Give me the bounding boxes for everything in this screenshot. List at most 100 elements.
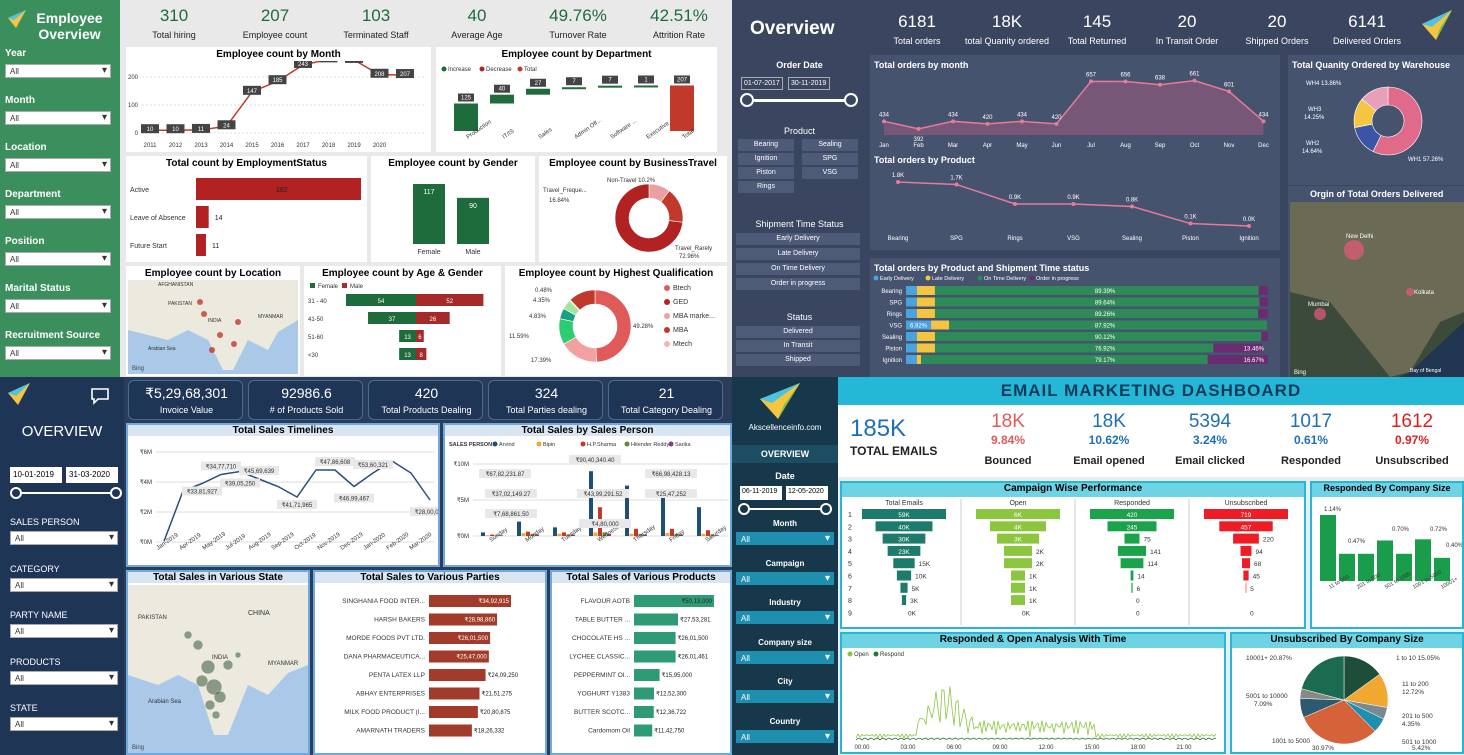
data-label: 434 [1017,112,1028,118]
date-to-input[interactable]: 30-11-2019 [788,77,830,90]
status-chip[interactable]: Delivered [736,326,860,338]
status-chip[interactable]: Shipped [736,354,860,366]
city-label: Kolkata [1414,290,1435,296]
y-tick: ₹0M [140,539,152,546]
data-label: 76.92% [1095,347,1116,353]
filter-dropdown[interactable]: All [5,205,111,219]
date-slider-handle-end[interactable] [110,487,122,499]
filter-dropdown[interactable]: All [10,717,118,731]
filter-dropdown[interactable]: All [5,252,111,266]
product-chip[interactable]: Bearing [738,139,794,151]
chart-title: Total count by EmploymentStatus [166,158,327,169]
kpi-value: 420 [414,385,439,401]
data-label-box [458,93,474,102]
filter-dropdown[interactable]: All [5,111,111,125]
data-label-box [494,84,510,93]
data-label: ₹25,47,252 [656,491,687,498]
data-label: 185 [272,78,283,84]
shipment-chip[interactable]: Late Delivery [736,248,860,260]
filter-dropdown[interactable]: All [5,346,111,360]
filter-dropdown[interactable]: All [10,624,118,638]
kpi-value: 18K [991,12,1023,31]
filter-dropdown[interactable]: All [736,729,834,743]
location-map[interactable]: AFGHANISTAN PAKISTAN INDIA MYANMAR Arabian S… [128,280,298,374]
shipment-chip[interactable]: On Time Delivery [736,263,860,275]
y-tick: MILK FOOD PRODUCT (I... [344,709,425,716]
funnel-bar [1011,570,1025,581]
product-chip[interactable]: Rings [738,181,794,193]
funnel-bar [1011,595,1025,606]
filter-dropdown[interactable]: All [736,690,834,703]
land [1290,202,1464,377]
data-label: 0.1K [1184,215,1196,221]
product-chip[interactable]: SPG [802,153,858,165]
kpi-value: 20 [1267,12,1287,31]
shipment-chip[interactable]: Early Delivery [736,233,860,245]
filter-dropdown[interactable]: All [10,670,118,685]
data-label: 0K [1022,610,1031,617]
funnel-bar [976,509,1060,519]
date-slider-track[interactable] [746,99,854,102]
data-label: 114 [1147,561,1158,568]
bar-segment [1259,297,1268,307]
date-slider-handle-start[interactable] [738,503,750,515]
data-label: 125 [461,96,472,102]
date-slider-track[interactable] [744,508,828,510]
bar [494,535,499,536]
data-label: 263 [323,61,334,62]
product-chip[interactable]: VSG [802,167,858,179]
filter-dropdown[interactable]: All [10,531,118,545]
origin-map[interactable]: New Delhi Mumbai Kolkata Bay of Bengal Bing [1290,202,1464,377]
y-tick: Rings [887,312,902,318]
funnel-bar [896,570,912,581]
column-header: Total Emails [885,500,923,507]
date-to-input[interactable]: 31-03-2020 [66,467,118,483]
date-from-input[interactable]: 06-11-2019 [740,486,782,500]
data-label: 1.8K [892,173,904,179]
filter-dropdown[interactable]: All [736,611,834,624]
date-to-input[interactable]: 12-05-2020 [786,486,828,500]
line-series [883,79,1264,130]
legend-marker [925,275,931,281]
filter-dropdown[interactable]: All [5,299,111,313]
data-label: 638 [1155,76,1166,82]
date-slider-handle-start[interactable] [10,487,22,499]
legend-marker [664,285,670,291]
filter-label: STATE [10,703,38,713]
data-label: ₹21,51,275 [482,691,513,698]
slice-label: 4.35% [1402,721,1421,728]
filter-dropdown[interactable]: All [5,158,111,172]
product-chip[interactable]: Sealing [802,139,858,151]
place-label: PAKISTAN [138,615,167,621]
product-chip[interactable]: Piston [738,167,794,179]
bar [670,528,674,536]
product-chip[interactable]: Ignition [738,153,794,165]
data-label: 13.46% [1244,347,1265,353]
date-slider-track[interactable] [16,492,118,494]
shipment-chip[interactable]: Order in progress [736,278,860,290]
legend-marker [977,275,983,281]
data-label: ₹20,80,875 [480,709,511,716]
data-label-box [485,509,537,518]
filter-dropdown[interactable]: All [5,64,111,78]
date-slider-handle-end[interactable] [820,503,832,515]
filter-dropdown[interactable]: All [736,571,834,585]
date-from-input[interactable]: 01-07-2017 [741,77,783,90]
filter-dropdown[interactable]: All [736,532,834,545]
status-chip[interactable]: In Transit [736,340,860,352]
date-slider-handle-end[interactable] [844,93,858,107]
kpi-value: 42.51% [650,6,708,25]
bar-segment [1258,286,1268,295]
data-label-box [602,75,618,84]
person-chart-card: Total Sales by Sales Person SALES PERSON… [443,423,732,567]
filter-dropdown[interactable]: All [10,577,118,592]
qual-chart-card: Employee count by Highest Qualification … [505,266,727,376]
date-from-input[interactable]: 10-01-2019 [10,467,62,483]
filter-dropdown[interactable]: All [736,650,834,664]
state-map[interactable]: PAKISTAN CHINA INDIA MYANMAR Arabian Sea Bing [128,585,308,753]
data-label: ₹66,98,428.13 [652,471,692,478]
date-slider-handle-start[interactable] [740,93,754,107]
comment-icon[interactable] [90,387,110,410]
filter-label: Department [5,189,61,200]
data-label: 37 [389,317,396,323]
